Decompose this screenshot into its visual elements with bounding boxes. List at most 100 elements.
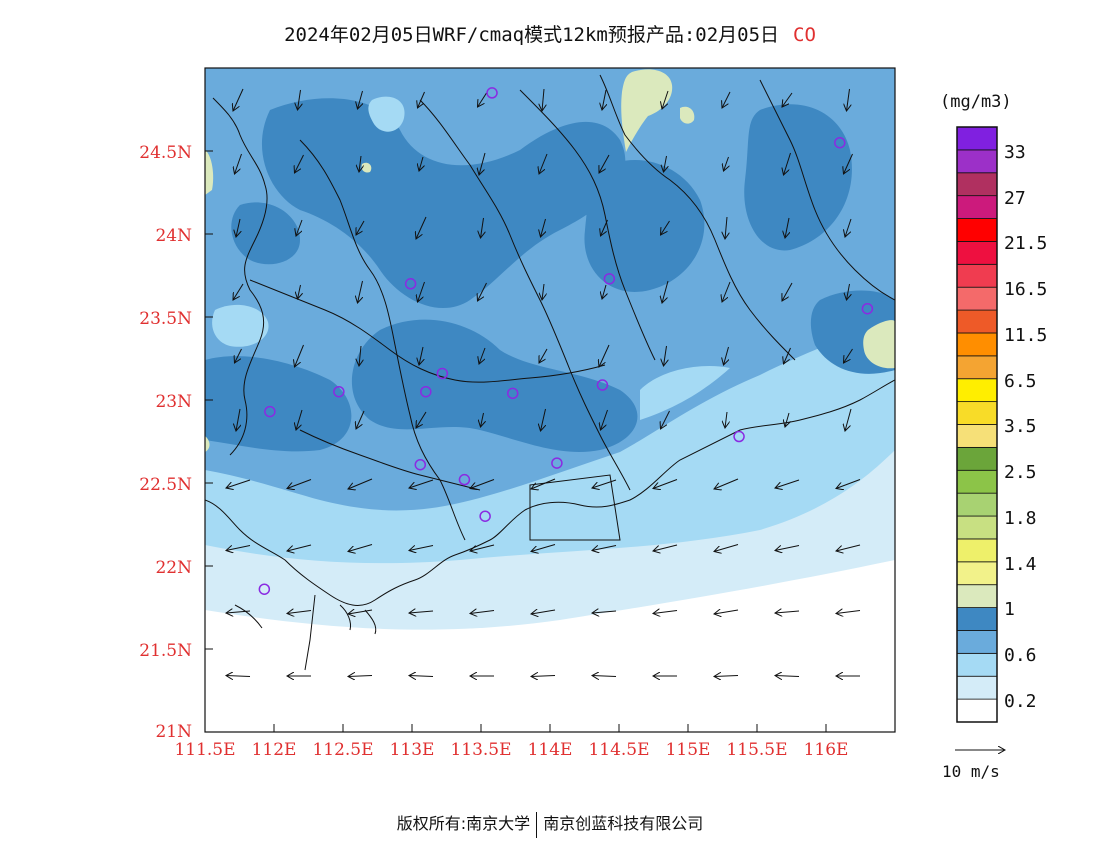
wind-arrow bbox=[784, 152, 791, 175]
wind-arrow bbox=[348, 676, 373, 677]
colorbar-segment bbox=[956, 561, 998, 586]
wind-arrow bbox=[348, 610, 373, 614]
wind-arrow bbox=[481, 217, 484, 238]
wind-arrow bbox=[775, 479, 800, 488]
colorbar-segment bbox=[956, 286, 998, 311]
wind-arrow bbox=[775, 545, 800, 551]
wind-arrow bbox=[725, 216, 727, 239]
wind-arrow bbox=[844, 348, 853, 363]
colorbar-segment bbox=[956, 538, 998, 563]
axis-ticks bbox=[204, 150, 827, 733]
colorbar-segment bbox=[956, 698, 998, 723]
colorbar-segment bbox=[956, 630, 998, 654]
wind-arrow bbox=[359, 345, 361, 366]
wind-arrow bbox=[662, 90, 669, 109]
wind-arrow bbox=[836, 611, 861, 614]
wind-arrow bbox=[541, 218, 546, 237]
wind-arrow bbox=[542, 283, 544, 300]
wind-arrow bbox=[356, 220, 365, 235]
station-marker bbox=[506, 387, 519, 400]
wind-arrow bbox=[479, 347, 486, 364]
wind-arrow bbox=[602, 89, 606, 110]
wind-arrow bbox=[785, 412, 789, 427]
wind-arrow bbox=[358, 280, 363, 303]
colorbar-segment bbox=[956, 424, 998, 448]
wind-arrow bbox=[782, 92, 793, 107]
wind-arrow bbox=[592, 611, 617, 613]
wind-arrow bbox=[296, 219, 303, 236]
colorbar-label: 2.5 bbox=[1004, 462, 1037, 483]
station-marker bbox=[420, 385, 432, 398]
wind-arrow bbox=[664, 345, 667, 366]
wind-arrow bbox=[236, 218, 240, 237]
footer-divider bbox=[536, 811, 538, 838]
wind-arrow bbox=[653, 611, 678, 614]
station-marker bbox=[264, 405, 276, 418]
wind-arrow bbox=[479, 152, 486, 175]
station-marker bbox=[834, 136, 846, 149]
wind-arrow bbox=[725, 411, 727, 428]
wind-arrow bbox=[722, 91, 731, 108]
wind-arrow bbox=[542, 88, 544, 111]
lon-label: 111.5E bbox=[174, 740, 236, 760]
wind-arrow bbox=[653, 544, 678, 551]
colorbar-segment bbox=[956, 218, 998, 242]
wind-arrow bbox=[785, 217, 789, 238]
wind-arrow bbox=[847, 88, 850, 111]
wind-arrow bbox=[348, 478, 373, 489]
lon-label: 114E bbox=[527, 740, 573, 760]
lat-label: 22N bbox=[155, 558, 192, 578]
wind-arrow bbox=[409, 545, 434, 551]
lon-label: 112E bbox=[251, 740, 297, 760]
wind-arrow bbox=[592, 676, 617, 677]
station-marker bbox=[479, 510, 491, 522]
wind-arrow bbox=[226, 479, 251, 488]
colorbar-segment bbox=[956, 607, 998, 631]
colorbar-segment bbox=[956, 241, 998, 265]
colorbar-label: 0.2 bbox=[1004, 691, 1037, 712]
lon-label: 115.5E bbox=[726, 740, 788, 760]
wind-arrow bbox=[664, 155, 667, 172]
wind-arrow bbox=[775, 611, 800, 613]
company-text: 南京创蓝科技有限公司 bbox=[543, 814, 704, 833]
wind-arrow bbox=[418, 91, 425, 108]
lon-label: 113.5E bbox=[450, 740, 512, 760]
wind-reference-label: 10 m/s bbox=[942, 762, 1000, 781]
wind-arrow bbox=[287, 611, 312, 614]
colorbar-label: 0.6 bbox=[1004, 645, 1037, 666]
colorbar-label: 1 bbox=[1004, 599, 1015, 620]
lat-label: 21N bbox=[155, 722, 192, 742]
station-marker bbox=[551, 457, 563, 469]
wind-arrow bbox=[235, 153, 242, 174]
wind-arrow bbox=[419, 156, 423, 171]
wind-arrow bbox=[847, 283, 850, 300]
title-text: 2024年02月05日WRF/cmaq模式12km预报产品:02月05日 bbox=[284, 24, 780, 46]
wind-arrow bbox=[233, 88, 244, 111]
wind-arrow bbox=[845, 408, 852, 431]
lon-label: 112.5E bbox=[312, 740, 374, 760]
wind-arrow bbox=[714, 478, 739, 489]
colorbar-segment bbox=[956, 515, 998, 540]
wind-arrow bbox=[226, 545, 251, 551]
wind-arrow bbox=[233, 283, 244, 300]
wind-arrow bbox=[539, 348, 548, 363]
lon-label: 115E bbox=[665, 740, 711, 760]
wind-arrow bbox=[478, 92, 487, 107]
wind-arrow bbox=[296, 409, 303, 430]
wind-arrow bbox=[592, 545, 617, 551]
wind-arrow bbox=[226, 611, 251, 613]
colorbar-label: 3.5 bbox=[1004, 416, 1037, 437]
colorbar-segment bbox=[956, 332, 998, 357]
colorbar-label: 11.5 bbox=[1004, 325, 1048, 346]
colorbar-label: 33 bbox=[1004, 142, 1026, 163]
wind-arrow bbox=[531, 676, 556, 677]
wind-arrow bbox=[470, 611, 495, 614]
wind-arrow bbox=[714, 610, 739, 614]
colorbar-segment bbox=[956, 309, 998, 334]
lat-label: 23.5N bbox=[139, 309, 192, 329]
station-marker bbox=[861, 302, 874, 315]
wind-arrow bbox=[409, 479, 434, 488]
colorbar-segment bbox=[956, 492, 998, 517]
wind-arrow bbox=[602, 284, 606, 299]
